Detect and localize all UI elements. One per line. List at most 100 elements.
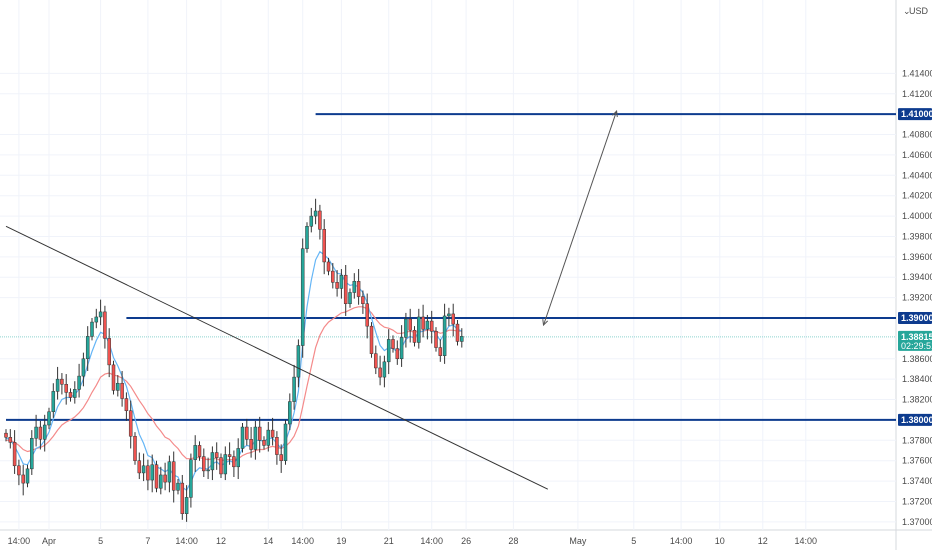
candle-body [60, 378, 64, 385]
candle-body [38, 426, 43, 440]
candle-body [202, 456, 206, 472]
candle [245, 418, 249, 446]
candle [309, 207, 314, 233]
level-price-tag-box [898, 413, 932, 426]
current-price-tag-box [898, 330, 932, 351]
price-tick-label: 1.37400 [902, 476, 932, 486]
candle-body [34, 426, 38, 439]
candle-body [120, 382, 124, 399]
candle-body [210, 452, 215, 471]
candle [8, 429, 13, 449]
candle-body [128, 410, 133, 437]
candlestick-series [4, 198, 464, 522]
candle [399, 325, 404, 367]
candle-body [90, 321, 94, 337]
time-tick-label: 12 [216, 536, 226, 546]
candle-body [374, 353, 378, 369]
current-price-value: 1.38815 [901, 332, 932, 342]
candle-body [262, 440, 266, 446]
candle [159, 466, 163, 495]
price-tick-label: 1.40200 [902, 191, 932, 201]
candle [128, 400, 133, 449]
candle-body [378, 367, 382, 378]
candle [339, 269, 344, 299]
time-tick-label: May [569, 536, 587, 546]
candle-body [356, 281, 361, 297]
candle-body [442, 315, 447, 356]
candle [55, 366, 60, 400]
candle [305, 222, 309, 253]
candle-body [17, 465, 21, 476]
time-tick-label: 14:00 [795, 536, 818, 546]
candle [107, 328, 111, 378]
grid-lines [0, 0, 896, 530]
projection-arrow[interactable] [542, 110, 618, 327]
price-tick-label: 1.38400 [902, 374, 932, 384]
candle [189, 453, 193, 508]
time-tick-label: 14:00 [175, 536, 198, 546]
candle-body [206, 469, 210, 472]
candle [77, 363, 81, 398]
candle-body [227, 454, 232, 457]
candle [51, 383, 56, 418]
candle-body [73, 389, 77, 398]
candle [455, 320, 460, 346]
price-tick-label: 1.38600 [902, 354, 932, 364]
projection-arrow-head-icon [612, 110, 618, 118]
candle [141, 453, 146, 482]
candle [176, 479, 180, 495]
current-price-tag: 1.38815 02:29:51 [898, 330, 932, 351]
price-axis-background[interactable] [896, 0, 932, 530]
candle-body [309, 215, 314, 227]
candle [120, 371, 124, 407]
candle [154, 460, 159, 493]
candle-body [47, 411, 51, 426]
level-price-tag-label: 1.38000 [901, 415, 932, 425]
candle [288, 393, 292, 431]
projection-arrow-shaft[interactable] [543, 110, 618, 326]
candle [94, 308, 99, 329]
candle [292, 364, 296, 410]
candle-body [270, 429, 275, 438]
candle-body [163, 474, 167, 483]
descending-trendline[interactable] [5, 225, 549, 490]
price-tick-label: 1.40800 [902, 130, 932, 140]
candle [395, 340, 400, 365]
candle-body [4, 432, 8, 438]
horizontal-levels[interactable] [6, 113, 896, 421]
candle-body [51, 391, 56, 413]
candle-body [391, 339, 395, 349]
candle [356, 269, 361, 305]
candle-body [81, 358, 86, 377]
candle [223, 446, 228, 481]
candle [313, 198, 318, 225]
level-price-tag-box [898, 108, 932, 121]
price-tick-label: 1.40000 [902, 211, 932, 221]
candle-body [395, 348, 400, 360]
candle-body [339, 274, 344, 289]
candle-body [25, 468, 30, 484]
time-tick-label: 10 [715, 536, 725, 546]
candle [374, 345, 378, 375]
candle-body [133, 435, 137, 461]
candle [68, 388, 73, 402]
time-tick-label: 5 [631, 536, 636, 546]
candle [167, 455, 172, 493]
candle [326, 257, 331, 276]
price-tick-label: 1.41400 [902, 68, 932, 78]
bar-countdown: 02:29:51 [901, 341, 932, 351]
candle-body [335, 282, 339, 289]
candle [451, 303, 455, 337]
candle-body [223, 454, 228, 475]
price-tick-label: 1.37000 [902, 517, 932, 527]
candle-body [331, 270, 335, 283]
currency-label[interactable]: USD ⌄ [903, 6, 929, 16]
candle [171, 451, 176, 503]
candle-body [103, 311, 107, 339]
candle-body [197, 445, 202, 457]
time-tick-label: 21 [384, 536, 394, 546]
level-price-tag-label: 1.39000 [901, 313, 932, 323]
candle-body [438, 347, 443, 356]
